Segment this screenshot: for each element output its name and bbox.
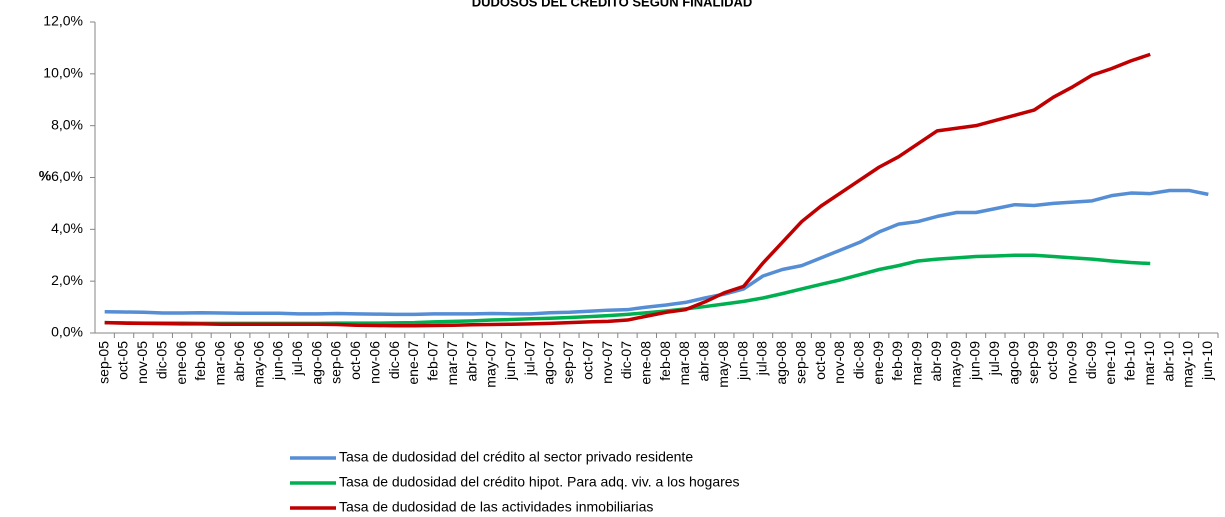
x-tick-label: nov-08 — [831, 341, 847, 384]
legend-label: Tasa de dudosidad del crédito al sector … — [339, 449, 693, 465]
x-tick-label: mar-07 — [444, 341, 460, 386]
legend-label: Tasa de dudosidad de las actividades inm… — [339, 499, 653, 515]
x-tick-label: abr-10 — [1160, 341, 1176, 382]
x-tick-label: sep-06 — [328, 341, 344, 384]
x-tick-label: jun-10 — [1199, 341, 1215, 381]
y-tick-label: 2,0% — [51, 272, 83, 288]
x-tick-label: jul-07 — [521, 341, 537, 376]
x-tick-label: dic-06 — [386, 341, 402, 379]
x-tick-label: sep-09 — [1025, 341, 1041, 384]
x-tick-label: may-06 — [250, 341, 266, 388]
x-tick-label: nov-06 — [366, 341, 382, 384]
x-tick-label: ago-08 — [773, 341, 789, 385]
x-tick-label: dic-07 — [618, 341, 634, 379]
x-tick-label: jun-07 — [502, 341, 518, 381]
x-tick-label: sep-07 — [560, 341, 576, 384]
series-line — [104, 188, 1209, 317]
x-tick-label: dic-09 — [1083, 341, 1099, 379]
series-line — [104, 52, 1151, 328]
x-tick-label: feb-08 — [657, 341, 673, 381]
x-tick-label: jul-09 — [986, 341, 1002, 376]
x-tick-label: nov-07 — [599, 341, 615, 384]
y-axis-label: % — [39, 168, 52, 184]
x-tick-label: may-07 — [483, 341, 499, 388]
x-tick-label: jun-09 — [967, 341, 983, 381]
x-tick-label: sep-08 — [792, 341, 808, 384]
x-tick-label: mar-08 — [676, 341, 692, 386]
x-tick-label: feb-10 — [1122, 341, 1138, 381]
x-tick-label: nov-05 — [134, 341, 150, 384]
x-tick-label: ene-08 — [638, 341, 654, 385]
x-tick-label: may-10 — [1180, 341, 1196, 388]
x-tick-label: dic-05 — [153, 341, 169, 379]
x-tick-label: abr-07 — [463, 341, 479, 382]
x-tick-label: ago-07 — [541, 341, 557, 385]
x-tick-label: mar-10 — [1141, 341, 1157, 386]
x-tick-label: mar-09 — [909, 341, 925, 386]
x-tick-label: ene-07 — [405, 341, 421, 385]
x-tick-label: oct-09 — [1044, 341, 1060, 380]
x-tick-label: sep-05 — [95, 341, 111, 384]
y-tick-label: 12,0% — [43, 13, 83, 29]
x-tick-label: abr-09 — [928, 341, 944, 382]
x-tick-label: ene-09 — [870, 341, 886, 385]
x-tick-label: jun-06 — [270, 341, 286, 381]
y-tick-label: 0,0% — [51, 324, 83, 340]
y-tick-label: 4,0% — [51, 220, 83, 236]
y-tick-label: 10,0% — [43, 65, 83, 81]
x-tick-label: ago-09 — [1005, 341, 1021, 385]
y-tick-label: 8,0% — [51, 116, 83, 132]
x-tick-label: ene-10 — [1102, 341, 1118, 385]
x-tick-label: nov-09 — [1063, 341, 1079, 384]
x-tick-label: jul-06 — [289, 341, 305, 376]
chart-title: DUDOSOS DEL CRÉDITO SEGÚN FINALIDAD — [472, 0, 752, 9]
x-tick-label: ene-06 — [173, 341, 189, 385]
x-tick-label: dic-08 — [851, 341, 867, 379]
x-tick-label: oct-06 — [347, 341, 363, 380]
x-tick-label: mar-06 — [212, 341, 228, 386]
x-tick-label: oct-08 — [812, 341, 828, 380]
x-tick-label: abr-06 — [231, 341, 247, 382]
y-tick-label: 6,0% — [51, 168, 83, 184]
legend-label: Tasa de dudosidad del crédito hipot. Par… — [339, 474, 740, 490]
x-tick-label: jun-08 — [734, 341, 750, 381]
x-tick-label: ago-06 — [308, 341, 324, 385]
x-tick-label: jul-08 — [754, 341, 770, 376]
x-tick-label: oct-07 — [579, 341, 595, 380]
x-tick-label: abr-08 — [696, 341, 712, 382]
x-tick-label: feb-07 — [425, 341, 441, 381]
x-tick-label: feb-06 — [192, 341, 208, 381]
x-tick-label: may-08 — [715, 341, 731, 388]
x-tick-label: may-09 — [947, 341, 963, 388]
x-tick-label: oct-05 — [115, 341, 131, 380]
x-tick-label: feb-09 — [889, 341, 905, 381]
